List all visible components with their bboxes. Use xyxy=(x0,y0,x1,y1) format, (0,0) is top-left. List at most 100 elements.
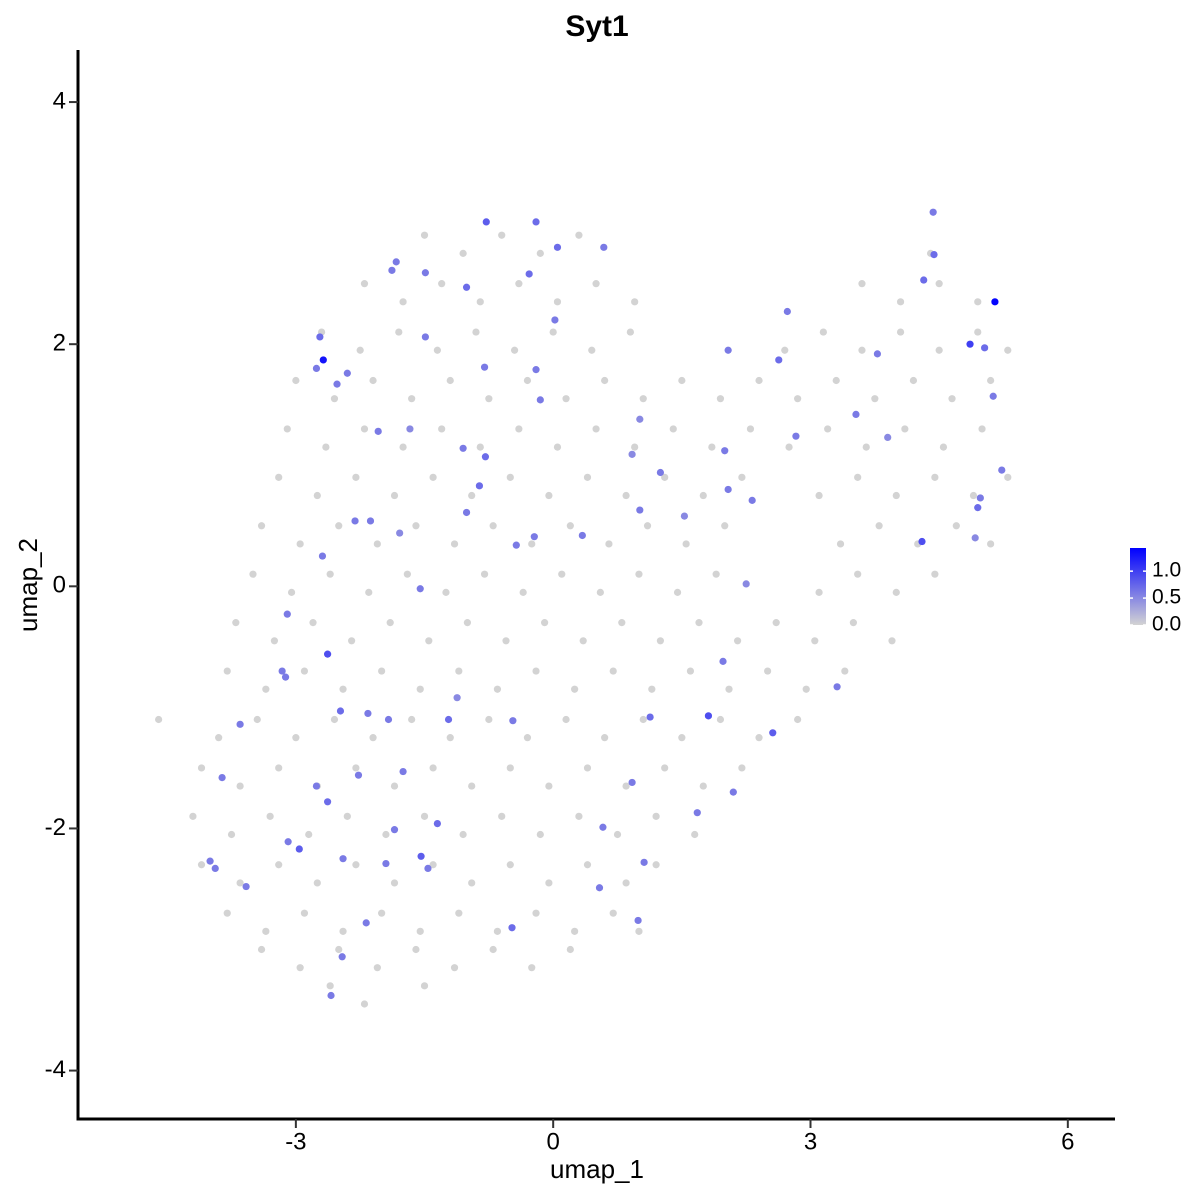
point xyxy=(974,328,982,336)
point xyxy=(296,964,304,972)
point xyxy=(601,734,609,742)
point xyxy=(918,537,926,546)
point xyxy=(365,588,373,596)
point xyxy=(562,395,570,403)
point xyxy=(482,218,490,226)
point xyxy=(643,522,652,530)
point xyxy=(395,328,403,336)
point xyxy=(639,395,647,403)
point xyxy=(386,619,394,627)
point xyxy=(390,491,399,500)
point xyxy=(424,864,432,872)
point xyxy=(295,845,303,853)
point xyxy=(236,782,244,790)
point xyxy=(399,298,407,306)
point xyxy=(836,540,845,548)
colorbar-tick-label: 0.5 xyxy=(1152,586,1181,609)
point xyxy=(324,798,332,806)
point xyxy=(352,473,360,481)
point xyxy=(729,788,737,796)
point xyxy=(939,443,948,451)
point xyxy=(455,909,463,917)
point xyxy=(253,715,261,724)
point xyxy=(978,425,986,433)
point xyxy=(433,820,441,828)
point xyxy=(575,231,583,239)
point xyxy=(648,685,656,693)
x-tick-label: 6 xyxy=(1061,1128,1074,1155)
point xyxy=(438,425,446,433)
point xyxy=(719,657,727,665)
point xyxy=(270,637,279,645)
point xyxy=(382,859,390,868)
point xyxy=(236,720,244,728)
point xyxy=(326,982,334,990)
point xyxy=(852,410,860,419)
point xyxy=(578,531,586,540)
point xyxy=(545,879,553,887)
point xyxy=(450,540,459,548)
point xyxy=(360,425,369,433)
point xyxy=(601,376,609,385)
point xyxy=(1004,346,1012,354)
point xyxy=(721,447,729,455)
point xyxy=(695,619,703,627)
point xyxy=(412,522,420,530)
point xyxy=(506,861,514,869)
point xyxy=(553,443,562,451)
point xyxy=(316,333,324,341)
point xyxy=(704,712,713,720)
point xyxy=(920,276,928,284)
point xyxy=(236,879,244,887)
point xyxy=(339,855,347,863)
point xyxy=(281,673,290,681)
point xyxy=(312,782,321,790)
point xyxy=(523,734,532,742)
point xyxy=(373,540,381,548)
point xyxy=(319,356,327,364)
point xyxy=(506,473,514,481)
point xyxy=(661,764,669,772)
point xyxy=(476,298,484,306)
y-tick-label: -4 xyxy=(45,1056,66,1083)
point xyxy=(339,927,347,935)
point xyxy=(364,709,372,718)
point xyxy=(462,283,471,291)
point xyxy=(748,496,756,504)
point xyxy=(549,328,557,336)
point xyxy=(724,485,732,494)
point xyxy=(509,717,517,725)
point xyxy=(429,764,437,772)
point xyxy=(459,444,467,452)
x-tick-label: 3 xyxy=(804,1128,817,1155)
point xyxy=(631,443,639,451)
point xyxy=(566,945,574,954)
colorbar: 0.0 0.5 1.0 xyxy=(1130,548,1181,636)
point xyxy=(794,395,802,403)
point xyxy=(330,395,339,403)
point xyxy=(896,328,905,336)
point xyxy=(485,395,493,403)
point xyxy=(242,882,250,891)
x-axis-label: umap_1 xyxy=(550,1154,644,1184)
point xyxy=(656,468,665,477)
colorbar-gradient xyxy=(1130,548,1146,625)
point xyxy=(579,637,587,645)
point xyxy=(691,830,699,839)
point xyxy=(468,491,476,500)
y-axis-label: umap_2 xyxy=(13,538,43,632)
point xyxy=(545,782,553,790)
point xyxy=(588,346,596,354)
point xyxy=(468,879,476,887)
point xyxy=(369,376,377,385)
x-tick-label: -3 xyxy=(285,1128,306,1155)
y-tick-label: -2 xyxy=(45,814,66,841)
point xyxy=(841,667,849,675)
point xyxy=(628,778,636,787)
point xyxy=(360,1000,369,1008)
point xyxy=(348,637,356,645)
point xyxy=(396,529,404,537)
point xyxy=(338,953,346,961)
point xyxy=(551,316,559,324)
